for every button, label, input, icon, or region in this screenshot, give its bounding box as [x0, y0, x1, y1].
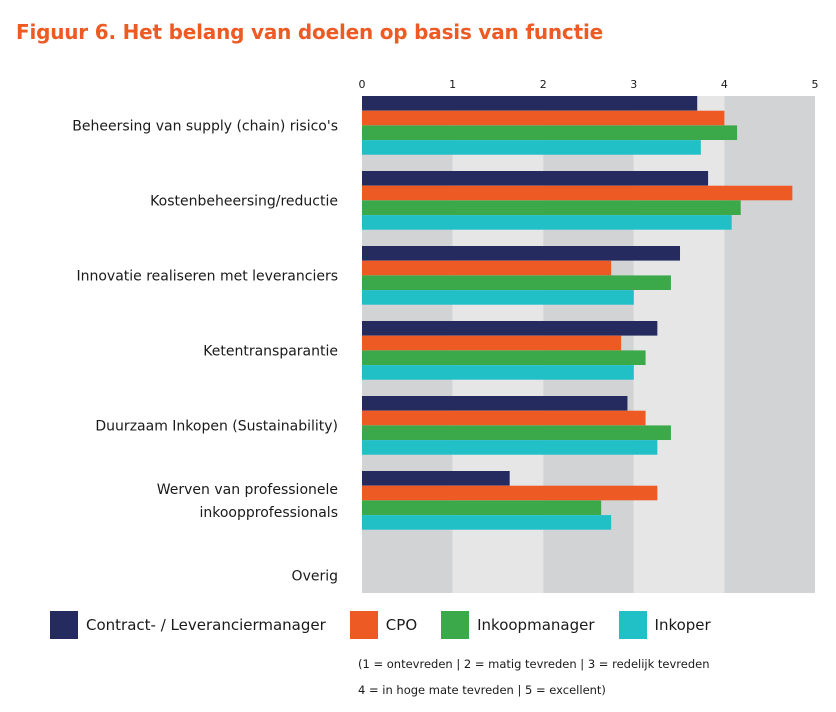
- legend-label: Inkoper: [654, 616, 711, 634]
- legend-label: Contract- / Leveranciermanager: [86, 616, 326, 634]
- bar: [362, 200, 741, 215]
- bar: [362, 185, 793, 201]
- x-tick-label: 5: [812, 78, 819, 91]
- scale-note-line2: 4 = in hoge mate tevreden | 5 = excellen…: [358, 683, 606, 697]
- bar: [362, 335, 622, 351]
- chart-title: Figuur 6. Het belang van doelen op basis…: [16, 20, 603, 44]
- bar: [362, 500, 602, 515]
- bar: [362, 321, 658, 336]
- bar: [362, 425, 671, 440]
- bar: [362, 290, 634, 305]
- bar: [362, 110, 725, 126]
- scale-note-line1: (1 = ontevreden | 2 = matig tevreden | 3…: [358, 657, 710, 671]
- legend-item: Contract- / Leveranciermanager: [50, 611, 326, 639]
- legend-item: Inkoopmanager: [441, 611, 595, 639]
- bar: [362, 215, 732, 230]
- category-label: Innovatie realiseren met leveranciers: [76, 268, 338, 284]
- category-label: Kostenbeheersing/reductie: [150, 193, 338, 209]
- bar: [362, 140, 701, 155]
- category-label: Beheersing van supply (chain) risico's: [72, 118, 338, 134]
- bar: [362, 125, 738, 140]
- bar: [362, 246, 681, 261]
- background-band: [724, 96, 815, 593]
- bar: [362, 365, 634, 380]
- legend-swatch: [349, 611, 378, 639]
- bar: [362, 410, 646, 426]
- background-band: [633, 96, 725, 593]
- x-tick-label: 2: [540, 78, 547, 91]
- x-tick-label: 4: [721, 78, 728, 91]
- bar: [362, 440, 658, 455]
- bar: [362, 275, 671, 290]
- bar: [362, 350, 646, 365]
- bar: [362, 471, 510, 486]
- legend-swatch: [618, 611, 647, 639]
- legend-item: CPO: [349, 611, 418, 639]
- legend-label: CPO: [385, 616, 418, 634]
- bar: [362, 260, 612, 276]
- bar: [362, 485, 658, 501]
- legend-label: Inkoopmanager: [477, 616, 595, 634]
- category-label: Ketentransparantie: [203, 343, 338, 359]
- bar: [362, 515, 612, 530]
- category-label: Duurzaam Inkopen (Sustainability): [95, 418, 338, 434]
- bar: [362, 396, 628, 411]
- category-label: Werven van professionele: [157, 482, 338, 498]
- category-label: inkoopprofessionals: [199, 505, 338, 521]
- x-tick-label: 1: [449, 78, 456, 91]
- legend-item: Inkoper: [618, 611, 711, 639]
- chart-legend: Contract- / Leveranciermanager CPO Inkoopm…: [50, 610, 735, 640]
- bar: [362, 96, 698, 111]
- bar: [362, 171, 709, 186]
- category-label: Overig: [292, 568, 338, 584]
- legend-swatch: [441, 611, 470, 639]
- legend-swatch: [50, 611, 78, 639]
- bar-chart: 0 1 2 3 4 5 Beheersing van supply (chain) risi…: [72, 78, 819, 593]
- x-tick-label: 3: [630, 78, 637, 91]
- x-tick-label: 0: [359, 78, 366, 91]
